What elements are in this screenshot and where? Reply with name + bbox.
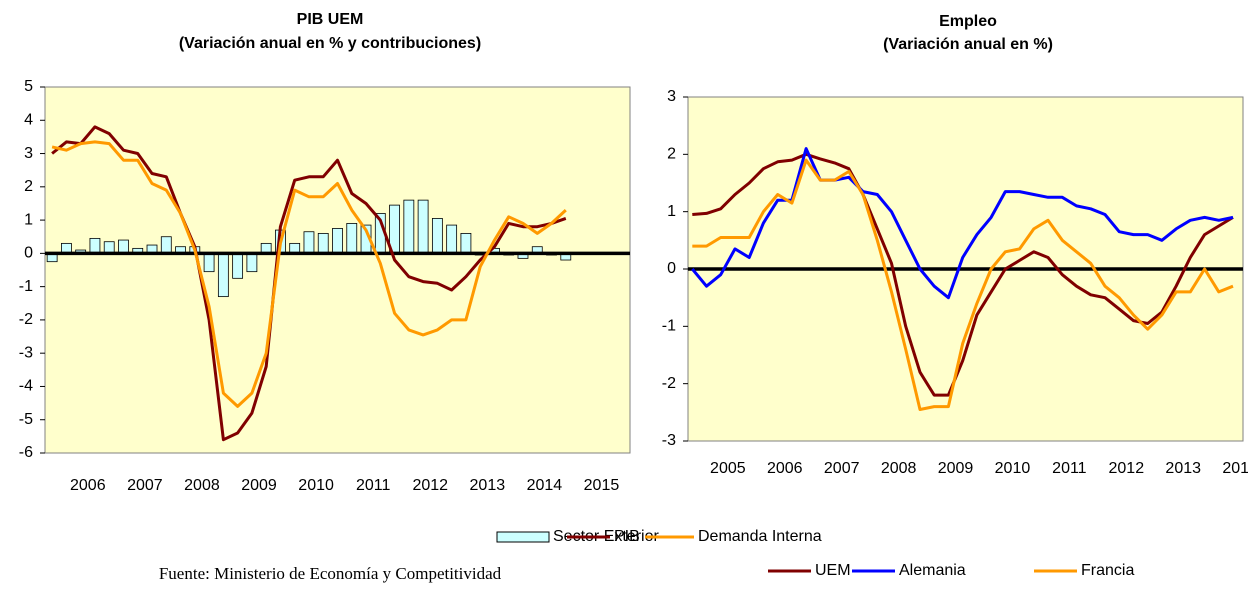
y-tick-label: 2: [667, 146, 676, 163]
x-tick-label: 2009: [938, 460, 974, 477]
line: [691, 147, 1234, 300]
legend-label: Alemania: [899, 562, 966, 579]
y-tick-label: -2: [662, 375, 676, 392]
bar: [203, 252, 215, 273]
bar: [160, 236, 172, 254]
y-tick-label: 4: [24, 111, 33, 128]
plot-area: [44, 86, 631, 454]
x-tick-label: 2014: [527, 477, 563, 494]
chart-subtitle: (Variación anual en %): [883, 36, 1053, 53]
line: [51, 140, 567, 408]
bar: [417, 199, 429, 254]
line: [692, 158, 1234, 411]
chart-subtitle: (Variación anual en % y contribuciones): [179, 35, 481, 52]
bar: [446, 224, 458, 254]
bar: [118, 239, 129, 254]
y-tick-label: 1: [667, 203, 676, 220]
bar: [303, 231, 315, 254]
x-tick-label: 2008: [881, 460, 917, 477]
y-tick-label: -2: [19, 311, 33, 328]
y-tick-label: 3: [24, 145, 33, 162]
legend-swatch: [496, 531, 550, 543]
y-tick-label: 1: [24, 211, 33, 228]
y-tick-label: -6: [19, 444, 33, 461]
x-tick-label: 2012: [412, 477, 448, 494]
bar: [317, 232, 329, 254]
y-tick-label: 2: [24, 178, 33, 195]
y-tick-label: -1: [19, 278, 33, 295]
x-tick-label: 2007: [824, 460, 860, 477]
y-tick-label: -3: [19, 344, 33, 361]
x-tick-label: 2006: [767, 460, 803, 477]
y-tick-label: 0: [667, 260, 676, 277]
x-tick-label: 2012: [1109, 460, 1145, 477]
y-tick-label: 3: [667, 88, 676, 105]
bar: [217, 252, 229, 298]
x-tick-label: 2013: [1165, 460, 1201, 477]
legend-label: Francia: [1081, 562, 1134, 579]
y-tick-label: -1: [662, 318, 676, 335]
source: Fuente: Ministerio de Economía y Competi…: [159, 564, 502, 583]
bar: [403, 199, 415, 254]
bar: [232, 252, 244, 279]
y-tick-label: 5: [24, 78, 33, 95]
x-tick-label: 2007: [127, 477, 163, 494]
bar: [431, 218, 443, 254]
x-tick-label: 2014: [1222, 460, 1248, 477]
legend-label: PIB: [614, 528, 640, 545]
x-tick-label: 2013: [470, 477, 506, 494]
y-tick-label: -3: [662, 432, 676, 449]
bar: [346, 223, 358, 254]
chart-title: Empleo: [939, 13, 997, 30]
x-tick-label: 2015: [584, 477, 620, 494]
bar: [89, 237, 101, 254]
x-tick-label: 2006: [70, 477, 106, 494]
chart-title: PIB UEM: [297, 11, 364, 28]
line: [51, 125, 567, 442]
x-tick-label: 2011: [1052, 460, 1087, 477]
x-tick-label: 2008: [184, 477, 220, 494]
x-tick-label: 2005: [710, 460, 746, 477]
y-tick-label: -4: [19, 378, 33, 395]
bar: [460, 232, 472, 254]
x-tick-label: 2010: [298, 477, 334, 494]
x-tick-label: 2011: [356, 477, 391, 494]
legend-label: Demanda Interna: [698, 528, 822, 545]
y-tick-label: 0: [24, 245, 33, 262]
x-tick-label: 2009: [241, 477, 277, 494]
legend-label: UEM: [815, 562, 851, 579]
y-tick-label: -5: [19, 411, 33, 428]
x-tick-label: 2010: [995, 460, 1031, 477]
bar: [246, 252, 258, 273]
bar: [332, 228, 343, 254]
